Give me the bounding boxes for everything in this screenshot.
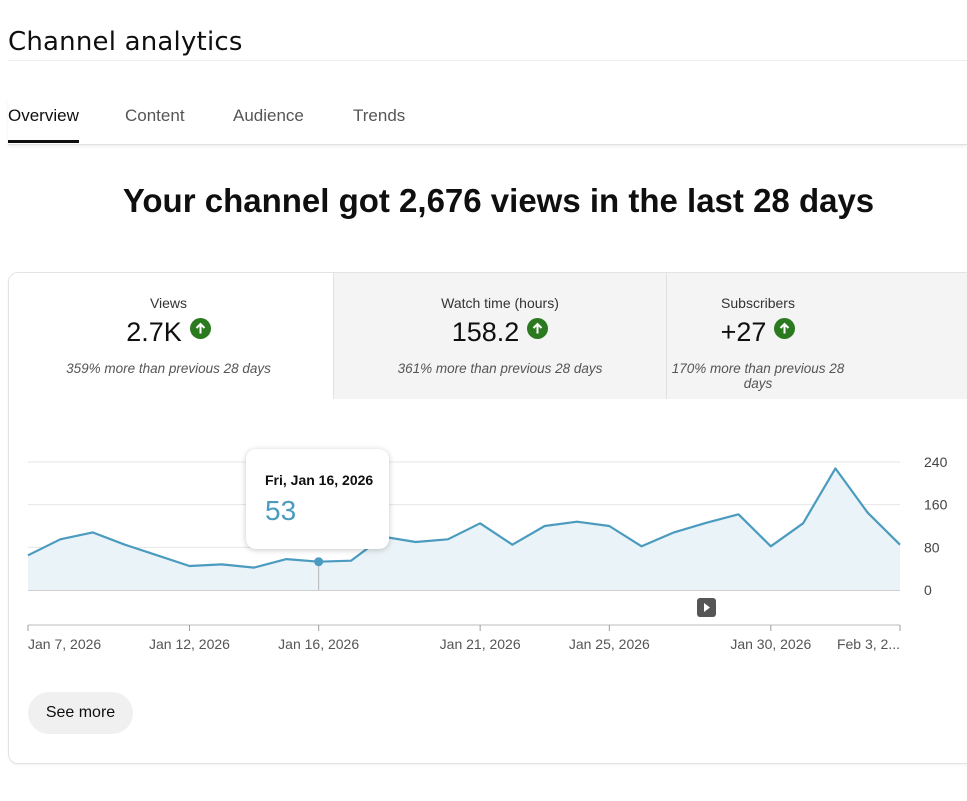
metric-label: Views	[149, 295, 188, 311]
tooltip-value: 53	[265, 495, 297, 526]
tab-bar: Overview Content Audience Trends	[8, 96, 967, 145]
series-line	[27, 467, 901, 569]
x-tick-label: Jan 30, 2026	[730, 636, 811, 652]
metric-value-text: +27	[720, 317, 767, 347]
tab-audience[interactable]: Audience	[233, 106, 304, 125]
x-tick-label: Jan 21, 2026	[440, 636, 521, 652]
x-tick-label: Jan 16, 2026	[278, 636, 359, 652]
metric-value-text: 158.2	[451, 317, 520, 347]
metric-value: 2.7K	[9, 317, 333, 348]
active-tab-indicator	[8, 140, 79, 143]
page-title: Channel analytics	[8, 27, 243, 57]
metric-tab-subscribers[interactable]: Subscribers +27 170% more than previous …	[667, 273, 967, 399]
arrow-up-icon	[527, 318, 549, 339]
metric-label: Watch time (hours)	[441, 295, 559, 311]
play-icon[interactable]	[697, 598, 716, 617]
metric-tab-watch-time[interactable]: Watch time (hours) 158.2 361% more than …	[334, 273, 667, 399]
metric-delta: 359% more than previous 28 days	[66, 361, 271, 376]
tab-content[interactable]: Content	[125, 106, 185, 125]
tab-trends[interactable]: Trends	[353, 106, 406, 125]
hover-point	[314, 557, 324, 567]
y-tick-label: 160	[924, 497, 948, 513]
arrow-up-icon	[774, 318, 796, 339]
y-tick-label: 0	[924, 582, 932, 598]
series-area	[28, 468, 900, 590]
metric-delta: 170% more than previous 28 days	[671, 361, 845, 391]
x-tick-label: Jan 12, 2026	[149, 636, 230, 652]
x-tick-label: Jan 7, 2026	[28, 636, 101, 652]
metric-value: 158.2	[334, 317, 666, 348]
see-more-button[interactable]: See more	[28, 692, 133, 734]
tooltip-date: Fri, Jan 16, 2026	[265, 472, 374, 488]
metric-label: Subscribers	[721, 295, 795, 311]
y-tick-label: 80	[924, 539, 940, 555]
views-headline: Your channel got 2,676 views in the last…	[122, 182, 875, 219]
x-tick-label: Jan 25, 2026	[569, 636, 650, 652]
x-tick-label: Feb 3, 2...	[837, 636, 900, 652]
metric-tab-views[interactable]: Views 2.7K 359% more than previous 28 da…	[9, 273, 334, 399]
y-tick-label: 240	[924, 454, 948, 470]
chart-tooltip: Fri, Jan 16, 2026 53	[246, 449, 389, 549]
metric-delta: 361% more than previous 28 days	[397, 361, 603, 376]
tab-overview[interactable]: Overview	[8, 106, 79, 125]
title-divider	[8, 60, 967, 61]
metric-value-text: 2.7K	[126, 317, 182, 347]
metric-value: +27	[667, 317, 967, 348]
arrow-up-icon	[189, 318, 211, 339]
